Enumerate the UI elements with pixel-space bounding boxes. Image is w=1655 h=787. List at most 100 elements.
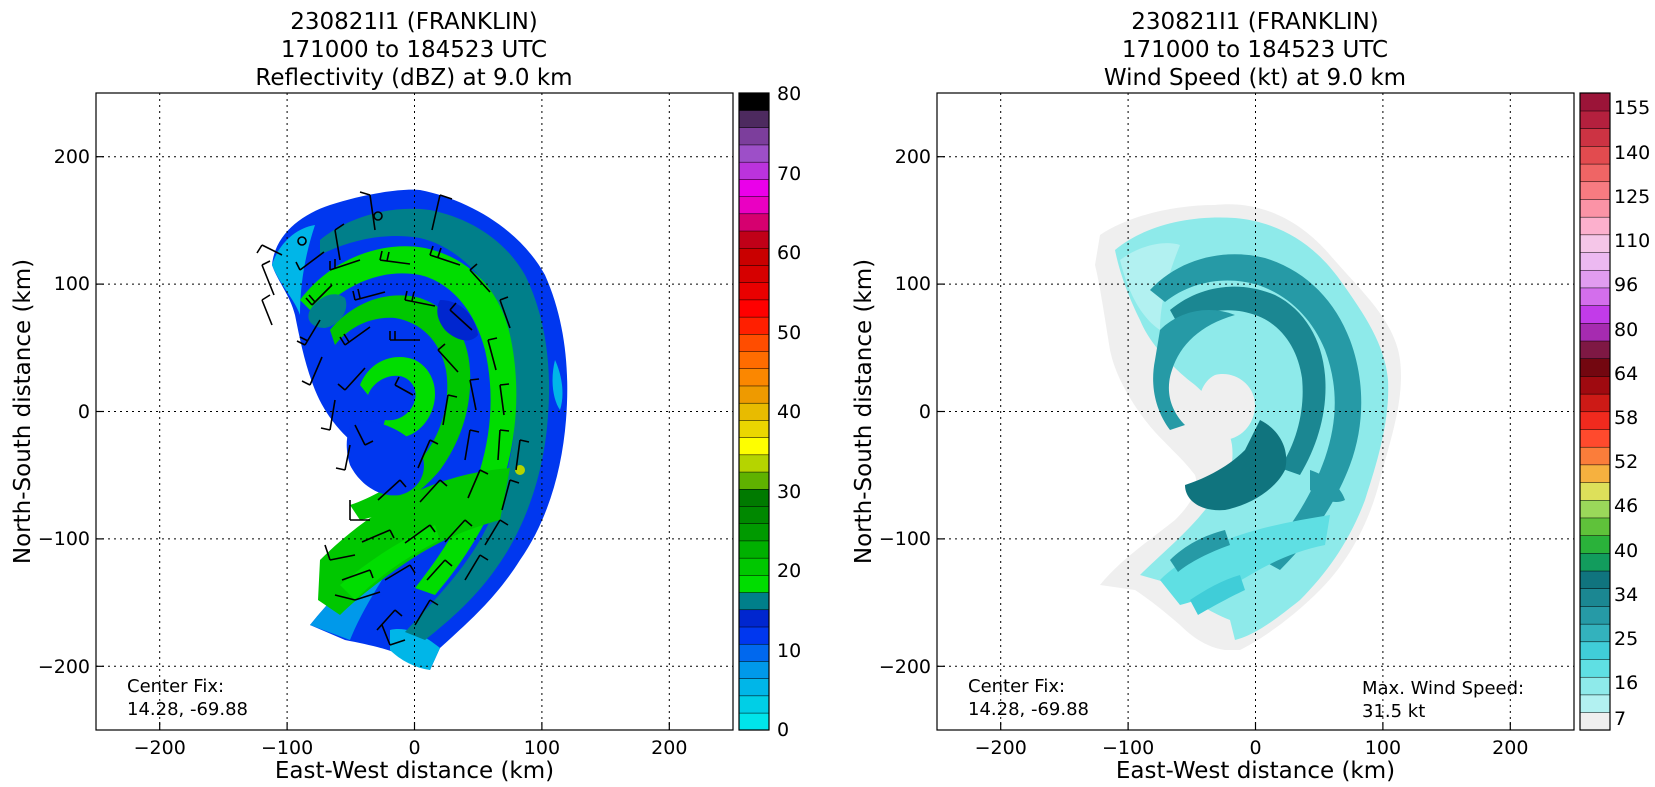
colorbar-swatch (738, 196, 770, 215)
colorbar-label: 96 (1614, 274, 1638, 296)
colorbar-label: 80 (1614, 319, 1638, 341)
colorbar-swatch (1579, 588, 1611, 607)
colorbar-swatch (1579, 305, 1611, 324)
y-tick-label: −100 (879, 528, 931, 550)
colorbar-swatch (1579, 446, 1611, 466)
y-tick-label: 0 (919, 401, 931, 423)
colorbar-swatch (1579, 712, 1611, 731)
colorbar-swatch (738, 402, 770, 421)
reflectivity-colorbar: 80 70 60 50 40 30 20 10 0 (738, 83, 801, 741)
x-tick-label: 0 (1249, 737, 1261, 759)
colorbar-swatch (1579, 641, 1611, 660)
colorbar-swatch (1579, 269, 1611, 289)
colorbar-swatch (738, 626, 770, 645)
colorbar-swatch (1579, 340, 1611, 359)
colorbar-swatch (1579, 287, 1611, 306)
colorbar-swatch (738, 505, 770, 524)
colorbar-swatch (738, 299, 770, 318)
colorbar-label: 52 (1614, 451, 1638, 473)
axis-ticks (937, 156, 1511, 730)
panel-title-line-1: 230821I1 (FRANKLIN) (1131, 9, 1379, 35)
colorbar-swatch (1579, 163, 1611, 183)
colorbar-label: 34 (1614, 584, 1638, 606)
wind-speed-panel: 230821I1 (FRANKLIN) 171000 to 184523 UTC… (851, 9, 1650, 784)
y-tick-label: −200 (879, 656, 931, 678)
colorbar-swatch (738, 643, 770, 662)
colorbar-swatch (738, 282, 770, 301)
x-tick-label: 100 (524, 737, 560, 759)
colorbar-swatch (1579, 570, 1611, 589)
colorbar-swatch (738, 178, 770, 197)
max-wind-label: Max. Wind Speed: (1362, 678, 1524, 699)
colorbar-swatch (1579, 92, 1611, 112)
colorbar-swatch (738, 144, 770, 163)
colorbar-swatch (738, 92, 770, 111)
colorbar-swatches (1579, 92, 1611, 731)
panel-title-line-2: 171000 to 184523 UTC (1122, 37, 1388, 63)
colorbar-swatch (738, 368, 770, 387)
y-tick-label: −100 (38, 528, 90, 550)
colorbar-label: 10 (777, 640, 801, 662)
colorbar-swatch (738, 316, 770, 335)
x-tick-label: −100 (261, 737, 313, 759)
colorbar-swatch (1579, 411, 1611, 430)
reflectivity-panel: 230821I1 (FRANKLIN) 171000 to 184523 UTC… (10, 9, 801, 784)
panel-title-line-2: 171000 to 184523 UTC (281, 37, 547, 63)
y-axis-label: North-South distance (km) (10, 259, 36, 564)
colorbar-swatch (738, 213, 770, 232)
x-tick-label: 200 (651, 737, 687, 759)
colorbar-swatches (738, 92, 770, 731)
colorbar-swatch (1579, 375, 1611, 395)
colorbar-label: 40 (777, 401, 801, 423)
colorbar-label: 20 (777, 560, 801, 582)
colorbar-swatch (1579, 110, 1611, 129)
y-tick-label: 200 (895, 146, 931, 168)
x-axis-label: East-West distance (km) (275, 758, 554, 784)
colorbar-label: 70 (777, 163, 801, 185)
colorbar-swatch (1579, 517, 1611, 536)
colorbar-swatch (1579, 464, 1611, 483)
wind-speed-colorbar: 155 140 125 110 96 80 64 58 52 46 40 34 … (1579, 92, 1650, 731)
axis-ticks (96, 156, 670, 730)
y-tick-labels: 200 100 0 −100 −200 (879, 146, 931, 678)
colorbar-swatch (1579, 145, 1611, 165)
colorbar-swatch (1579, 658, 1611, 678)
colorbar-swatch (738, 592, 770, 611)
colorbar-label: 0 (777, 719, 789, 741)
y-tick-label: −200 (38, 656, 90, 678)
colorbar-swatch (1579, 552, 1611, 572)
colorbar-label: 7 (1614, 708, 1626, 730)
panel-title-line-3: Wind Speed (kt) at 9.0 km (1104, 65, 1406, 91)
x-tick-label: 0 (408, 737, 420, 759)
colorbar-swatch (738, 247, 770, 266)
wind-speed-field (1095, 204, 1401, 650)
x-tick-label: −200 (975, 737, 1027, 759)
colorbar-swatch (738, 230, 770, 249)
colorbar-label: 80 (777, 83, 801, 105)
colorbar-swatch (738, 264, 770, 283)
colorbar-frame (738, 92, 770, 731)
panel-title-line-1: 230821I1 (FRANKLIN) (290, 9, 538, 35)
colorbar-label: 155 (1614, 97, 1650, 119)
colorbar-swatch (1579, 181, 1611, 200)
colorbar-label: 60 (777, 242, 801, 264)
colorbar-frame (1579, 92, 1611, 731)
colorbar-swatch (1579, 428, 1611, 448)
x-tick-labels: −200 −100 0 100 200 (975, 737, 1529, 759)
colorbar-swatch (738, 678, 770, 697)
colorbar-swatch (1579, 499, 1611, 519)
colorbar-swatch (1579, 393, 1611, 413)
colorbar-swatch (738, 333, 770, 352)
colorbar-label: 64 (1614, 363, 1638, 385)
colorbar-swatch (738, 557, 770, 576)
colorbar-swatch (1579, 252, 1611, 271)
colorbar-swatch (1579, 198, 1611, 218)
colorbar-label: 140 (1614, 142, 1650, 164)
colorbar-label: 125 (1614, 186, 1650, 208)
colorbar-label: 58 (1614, 407, 1638, 429)
colorbar-swatch (1579, 216, 1611, 236)
reflectivity-field (272, 189, 568, 670)
colorbar-swatch (1579, 358, 1611, 377)
y-axis-label: North-South distance (km) (851, 259, 877, 564)
x-tick-label: 200 (1492, 737, 1528, 759)
